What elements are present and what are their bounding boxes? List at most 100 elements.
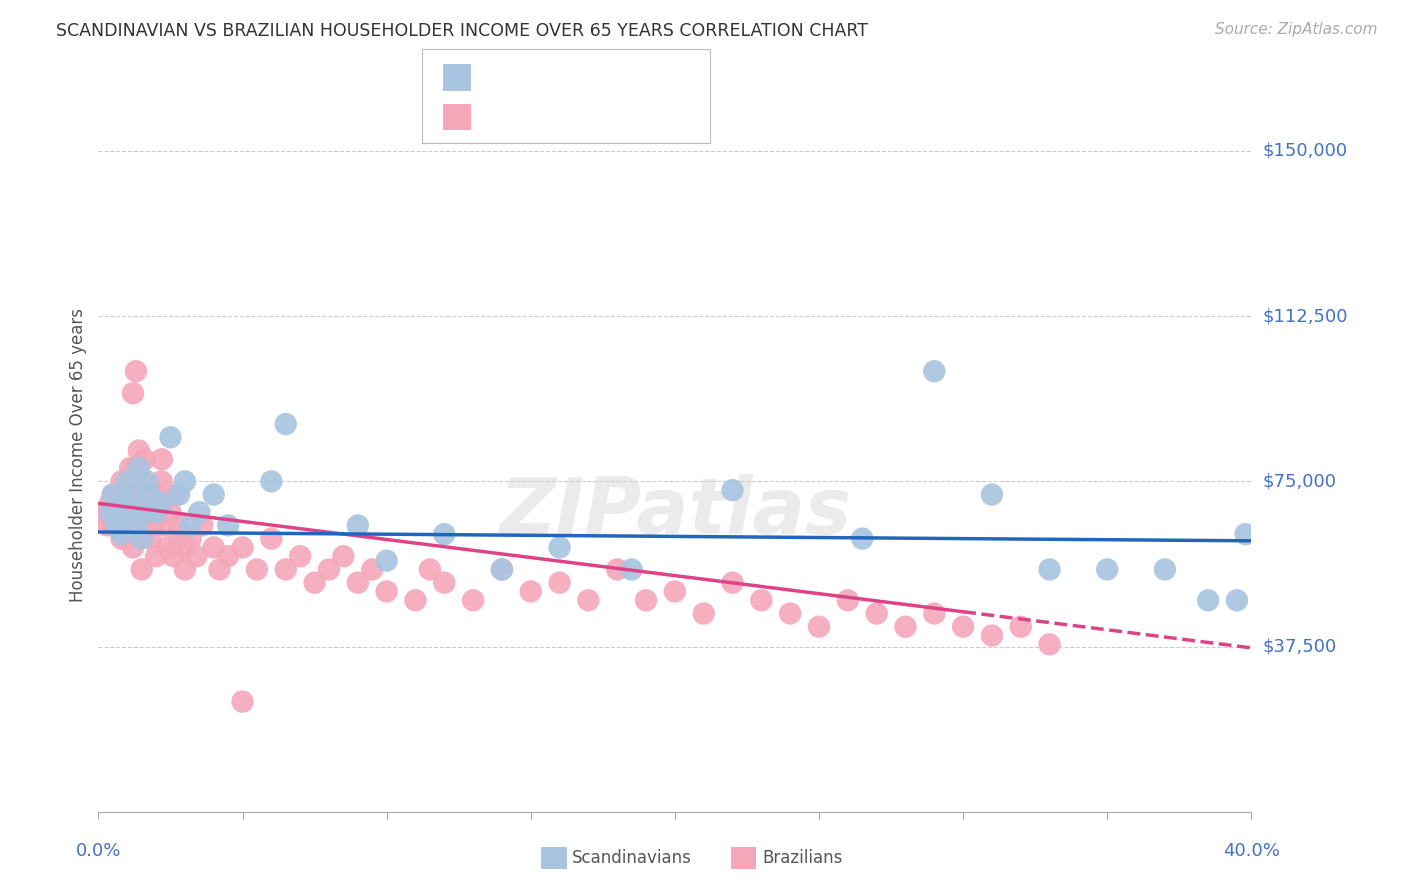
Point: [128, 443, 150, 458]
Point: [139, 505, 162, 519]
Text: -0.051: -0.051: [513, 69, 572, 87]
Point: [375, 584, 398, 599]
Point: [139, 487, 162, 501]
Point: [274, 562, 297, 576]
Point: [751, 593, 773, 607]
Point: [548, 575, 571, 590]
Point: [145, 505, 167, 519]
Point: [851, 532, 873, 546]
Point: [274, 417, 297, 431]
Point: [156, 541, 179, 555]
Point: [98, 505, 121, 519]
Point: [174, 541, 197, 555]
Text: 91: 91: [623, 108, 645, 126]
Point: [578, 593, 600, 607]
Text: 0.0%: 0.0%: [76, 842, 121, 860]
Point: [721, 575, 744, 590]
Text: Brazilians: Brazilians: [762, 849, 842, 867]
Point: [134, 518, 156, 533]
Text: $112,500: $112,500: [1263, 307, 1348, 326]
Point: [1038, 562, 1062, 576]
Point: [96, 518, 118, 533]
Point: [145, 487, 167, 501]
Text: 42: 42: [606, 69, 630, 87]
Point: [125, 518, 148, 533]
Point: [112, 496, 135, 510]
Point: [1010, 620, 1032, 634]
Point: [117, 475, 138, 489]
Point: [150, 452, 173, 467]
Point: [122, 541, 145, 555]
Point: [167, 518, 190, 533]
Text: N =: N =: [575, 108, 612, 126]
Point: [134, 505, 156, 519]
Point: [304, 575, 326, 590]
Point: [107, 505, 129, 519]
Point: [202, 541, 225, 555]
Point: [117, 518, 138, 533]
Text: 40.0%: 40.0%: [1223, 842, 1279, 860]
Point: [120, 518, 142, 533]
Point: [1097, 562, 1119, 576]
Point: [128, 461, 150, 475]
Point: [318, 562, 340, 576]
Point: [346, 518, 368, 533]
Point: [664, 584, 686, 599]
Point: [548, 541, 571, 555]
Point: [419, 562, 441, 576]
Point: [174, 562, 197, 576]
Point: [145, 549, 167, 564]
Point: [110, 505, 132, 519]
Point: [693, 607, 716, 621]
Point: [167, 532, 190, 546]
Point: [131, 532, 153, 546]
Point: [202, 487, 225, 501]
Point: [134, 518, 156, 533]
Point: [134, 452, 156, 467]
Text: $75,000: $75,000: [1263, 473, 1337, 491]
Text: ZIPatlas: ZIPatlas: [499, 474, 851, 550]
Point: [159, 430, 181, 444]
Point: [101, 487, 124, 501]
Point: [246, 562, 269, 576]
Point: [162, 549, 184, 564]
Point: [98, 496, 121, 510]
Point: [165, 487, 187, 501]
Text: SCANDINAVIAN VS BRAZILIAN HOUSEHOLDER INCOME OVER 65 YEARS CORRELATION CHART: SCANDINAVIAN VS BRAZILIAN HOUSEHOLDER IN…: [56, 22, 869, 40]
Text: $37,500: $37,500: [1263, 638, 1337, 656]
Point: [128, 518, 150, 533]
Point: [922, 607, 945, 621]
Point: [107, 487, 129, 501]
Point: [636, 593, 658, 607]
Point: [125, 461, 148, 475]
Point: [217, 518, 239, 533]
Point: [150, 475, 173, 489]
Point: [117, 505, 138, 519]
Point: [231, 695, 254, 709]
Point: [93, 505, 115, 519]
Point: [346, 575, 368, 590]
Point: [131, 505, 153, 519]
Point: [433, 575, 456, 590]
Point: [120, 505, 142, 519]
Point: [981, 487, 1004, 501]
Point: [520, 584, 543, 599]
Point: [139, 532, 162, 546]
Point: [101, 487, 124, 501]
Point: [491, 562, 513, 576]
Point: [361, 562, 384, 576]
Point: [150, 496, 173, 510]
Point: [136, 496, 159, 510]
Text: -0.236: -0.236: [513, 108, 572, 126]
Point: [159, 505, 181, 519]
Point: [491, 562, 513, 576]
Point: [606, 562, 628, 576]
Point: [110, 527, 132, 541]
Point: [131, 562, 153, 576]
Point: [260, 475, 283, 489]
Text: $150,000: $150,000: [1263, 142, 1347, 160]
Point: [104, 505, 127, 519]
Point: [186, 549, 208, 564]
Point: [837, 593, 859, 607]
Point: [117, 487, 138, 501]
